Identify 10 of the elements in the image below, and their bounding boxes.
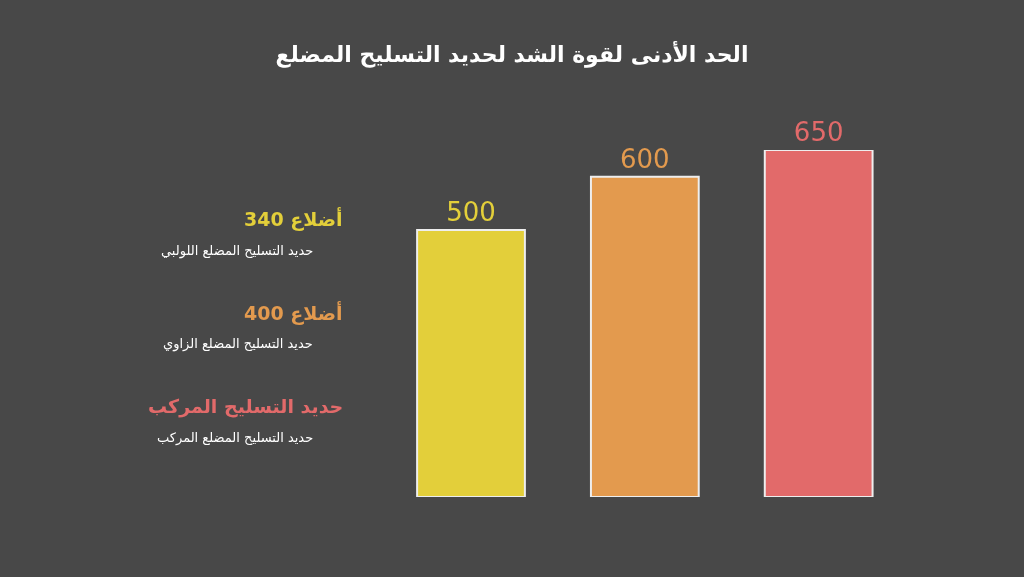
data-label: 650 [793,117,844,147]
text: حديد التسليح المضلع المركب [157,430,314,446]
text: حديد التسليح المضلع الزاوي [163,336,313,352]
text: حديد التسليح المضلع اللولبي [161,243,314,259]
text: أضلاع 400 [244,301,343,325]
data-label: 500 [446,197,496,228]
chart-title: الحد الأدنى لقوة الشد لحديد التسليح المضلع [275,39,749,68]
text: أضلاع 340 [244,207,343,231]
text: حديد التسليح المركب [148,395,344,418]
data-label: 600 [620,143,670,174]
